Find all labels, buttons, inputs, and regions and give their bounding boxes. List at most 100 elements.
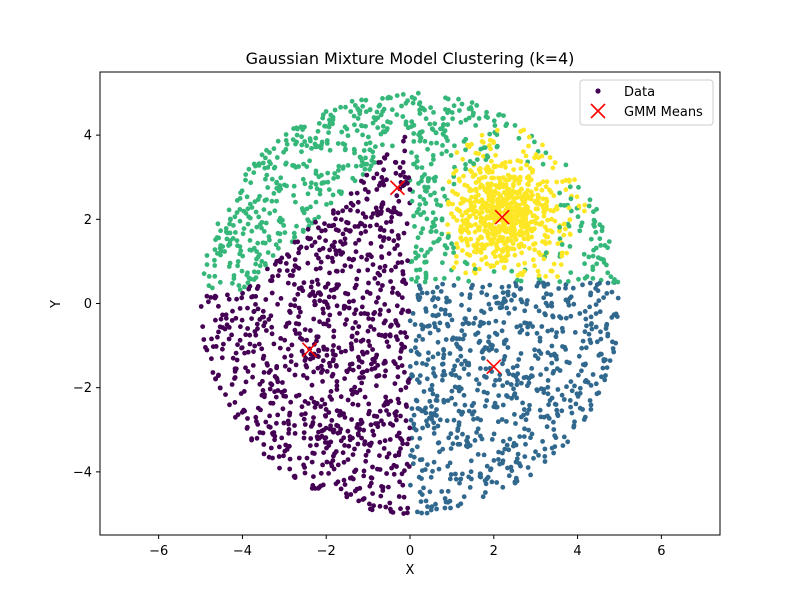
data-point [256,214,262,220]
data-point [334,268,340,274]
data-point [325,170,331,176]
data-point [331,328,337,334]
data-point [386,94,392,100]
data-point [301,430,307,435]
data-point [277,444,282,450]
data-point [390,422,396,428]
data-point [227,402,232,408]
data-point [536,280,541,286]
data-point [583,316,589,322]
data-point [291,193,296,198]
data-point [496,457,501,462]
data-point [368,506,373,512]
data-point [544,179,550,185]
data-point [347,362,353,367]
data-point [371,413,377,419]
data-point [424,216,430,222]
data-point [301,462,306,468]
data-point [239,317,245,323]
data-point [481,452,487,458]
data-point [395,374,401,380]
data-point [506,284,512,289]
data-point [352,178,358,184]
data-point [432,324,438,330]
data-point [331,222,337,228]
data-point [340,231,346,237]
data-point [604,321,610,327]
data-point [241,226,247,232]
data-point [499,328,505,334]
data-point [351,298,356,304]
data-point [370,428,376,434]
data-point [271,191,277,196]
data-point [512,177,518,183]
data-point [415,292,421,298]
data-point [568,379,574,384]
data-point [372,276,378,281]
data-point [309,485,315,491]
data-point [316,348,322,354]
data-point [610,346,616,351]
data-point [367,107,373,113]
data-point [590,372,596,377]
data-point [296,455,302,461]
data-point [323,407,329,412]
data-point [407,425,413,431]
data-point [274,198,279,204]
data-point [512,252,518,258]
data-point [374,187,380,192]
data-point [274,180,279,186]
data-point [362,166,368,172]
data-point [392,453,398,459]
data-point [500,290,506,295]
data-point [404,461,410,467]
data-point [549,327,555,333]
data-point [388,279,393,284]
data-point [311,316,317,322]
data-point [431,459,437,465]
data-point [345,163,351,168]
data-point [468,236,474,242]
data-point [317,298,323,304]
data-point [490,343,495,348]
data-point [359,163,364,169]
data-point [406,436,412,442]
data-point [275,379,281,385]
data-point [499,284,505,290]
data-point [513,374,519,380]
data-point [246,166,252,172]
data-point [509,268,515,274]
data-point [378,244,384,250]
data-point [409,94,415,100]
data-point [336,189,342,194]
data-point [557,368,563,373]
data-point [260,430,266,436]
data-point [479,257,484,263]
data-point [421,324,427,330]
data-point [352,122,357,128]
data-point [230,280,235,286]
data-point [283,261,289,266]
data-point [511,292,517,298]
data-point [274,365,279,371]
data-point [462,402,468,408]
data-point [428,474,434,480]
data-point [538,372,543,377]
data-point [582,261,587,267]
data-point [244,194,250,200]
data-point [416,181,421,186]
data-point [468,458,474,464]
data-point [296,250,301,256]
data-point [331,352,336,357]
data-point [214,235,220,240]
data-point [506,177,512,182]
data-point [455,358,460,363]
data-point [223,315,229,321]
data-point [545,234,551,240]
data-point [377,408,383,414]
data-point [477,166,483,171]
data-point [222,249,228,254]
data-point [434,393,440,399]
data-point [302,181,308,187]
data-point [594,339,600,345]
